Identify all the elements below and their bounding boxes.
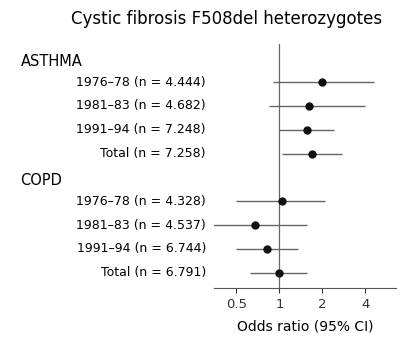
Text: ASTHMA: ASTHMA <box>21 55 82 69</box>
Text: 1976–78 (n = 4.328): 1976–78 (n = 4.328) <box>76 195 206 208</box>
Text: Cystic fibrosis F508del heterozygotes: Cystic fibrosis F508del heterozygotes <box>71 10 382 28</box>
Text: 1991–94 (n = 6.744): 1991–94 (n = 6.744) <box>77 242 206 255</box>
X-axis label: Odds ratio (95% CI): Odds ratio (95% CI) <box>236 319 373 333</box>
Text: COPD: COPD <box>21 174 63 188</box>
Text: 1991–94 (n = 7.248): 1991–94 (n = 7.248) <box>77 123 206 136</box>
Text: Total (n = 7.258): Total (n = 7.258) <box>101 147 206 160</box>
Text: Total (n = 6.791): Total (n = 6.791) <box>101 266 206 279</box>
Text: 1981–83 (n = 4.682): 1981–83 (n = 4.682) <box>76 99 206 113</box>
Text: 1981–83 (n = 4.537): 1981–83 (n = 4.537) <box>76 219 206 232</box>
Text: 1976–78 (n = 4.444): 1976–78 (n = 4.444) <box>76 76 206 89</box>
